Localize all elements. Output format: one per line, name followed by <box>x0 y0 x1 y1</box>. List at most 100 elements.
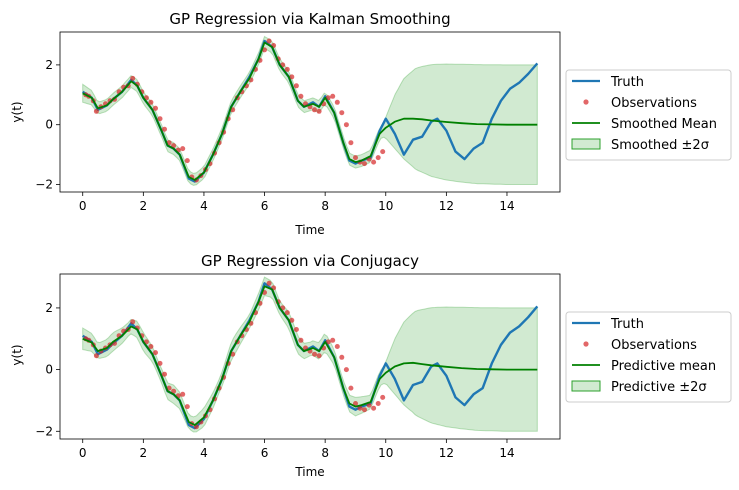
legend: Truth Observations Smoothed Mean Smoothe… <box>565 69 732 161</box>
observation-point <box>339 110 345 116</box>
observation-point <box>339 354 345 360</box>
legend-mean-label: Predictive mean <box>611 359 716 374</box>
legend-band-label: Smoothed ±2σ <box>611 138 709 153</box>
chart-kalman-smoothing: GP Regression via Kalman Smoothing 0 2 4 6 8… <box>10 10 732 237</box>
observation-point <box>353 401 358 406</box>
y-tick-label: 0 <box>45 363 53 377</box>
legend: Truth Observations Predictive mean Predi… <box>565 311 732 403</box>
observation-point <box>334 99 340 105</box>
y-axis-label: y(t) <box>10 101 24 122</box>
observation-point <box>371 405 377 411</box>
x-axis-label: Time <box>294 223 324 237</box>
legend-obs-swatch <box>583 341 589 347</box>
observation-point <box>353 155 358 161</box>
legend-band-swatch <box>571 138 601 150</box>
chart-conjugacy: GP Regression via Conjugacy 0 2 4 6 8 10 12 14 −… <box>10 252 732 479</box>
observation-point <box>184 404 190 410</box>
confidence-band <box>82 276 538 433</box>
observation-point <box>343 122 349 128</box>
legend-truth-label: Truth <box>610 317 644 332</box>
observation-point <box>171 388 177 394</box>
chart-title: GP Regression via Kalman Smoothing <box>169 10 450 28</box>
observation-point <box>93 353 99 359</box>
legend-band-label: Predictive ±2σ <box>611 380 707 395</box>
y-tick-label: 0 <box>45 118 53 132</box>
x-tick-label: 10 <box>378 446 393 460</box>
mean-line <box>82 41 538 181</box>
y-tick-label: 2 <box>45 58 53 72</box>
x-tick-label: 8 <box>321 446 329 460</box>
y-tick-label: −2 <box>35 424 53 438</box>
observation-point <box>180 146 186 152</box>
observation-point <box>316 353 322 359</box>
observation-point <box>262 47 267 53</box>
y-tick-label: −2 <box>35 178 53 192</box>
observation-point <box>157 116 163 122</box>
observation-point <box>148 344 154 349</box>
x-tick-label: 14 <box>499 199 514 213</box>
observation-point <box>153 350 158 356</box>
observation-point <box>362 161 367 167</box>
y-tick-label: 2 <box>45 301 53 315</box>
observation-point <box>357 405 363 411</box>
observation-point <box>298 337 304 343</box>
observation-point <box>284 310 290 316</box>
legend-obs-swatch <box>583 99 589 105</box>
mean-line <box>82 285 538 427</box>
observation-point <box>293 83 299 89</box>
observation-point <box>266 280 272 286</box>
x-tick-label: 4 <box>200 446 208 460</box>
legend-mean-label: Smoothed Mean <box>611 117 717 132</box>
observation-point <box>371 159 377 165</box>
plot-area: 0 2 4 6 8 10 12 14 −2 0 2 <box>35 273 561 460</box>
axes-frame <box>59 31 561 193</box>
observation-point <box>266 38 272 44</box>
x-tick-label: 14 <box>499 446 514 460</box>
legend-obs-label: Observations <box>611 96 697 111</box>
observation-point <box>380 394 386 400</box>
observation-point <box>312 351 317 357</box>
observation-point <box>153 105 158 111</box>
observation-point <box>330 337 336 343</box>
observation-point <box>362 407 367 413</box>
x-tick-label: 0 <box>79 199 87 213</box>
observation-point <box>348 385 354 391</box>
x-tick-label: 2 <box>140 446 148 460</box>
x-tick-label: 2 <box>140 199 148 213</box>
x-tick-label: 6 <box>261 446 269 460</box>
observation-point <box>162 371 167 377</box>
observation-point <box>343 367 349 373</box>
observation-point <box>180 391 186 397</box>
observation-point <box>375 401 381 406</box>
observation-point <box>289 317 295 323</box>
observation-point <box>316 108 322 114</box>
observation-point <box>171 143 177 149</box>
x-tick-label: 8 <box>321 199 329 213</box>
observation-point <box>148 99 154 105</box>
confidence-band <box>82 35 538 186</box>
x-tick-label: 4 <box>200 199 208 213</box>
observation-point <box>157 360 163 366</box>
x-axis-label: Time <box>294 465 324 479</box>
x-tick-label: 12 <box>439 199 454 213</box>
y-axis-label: y(t) <box>10 344 24 365</box>
observation-point <box>298 93 304 99</box>
axes-frame <box>59 273 561 440</box>
observation-point <box>334 344 340 349</box>
observation-point <box>330 93 336 99</box>
legend-truth-label: Truth <box>610 75 644 90</box>
x-tick-label: 0 <box>79 446 87 460</box>
observation-point <box>130 75 136 81</box>
observation-point <box>375 155 381 161</box>
observation-point <box>284 66 290 72</box>
chart-title: GP Regression via Conjugacy <box>201 252 419 270</box>
observation-point <box>312 107 317 113</box>
x-tick-label: 12 <box>439 446 454 460</box>
observation-point <box>166 385 172 391</box>
observation-point <box>348 140 354 146</box>
x-tick-label: 10 <box>378 199 393 213</box>
observation-point <box>293 327 299 332</box>
legend-band-swatch <box>571 380 601 392</box>
observation-point <box>289 74 295 80</box>
